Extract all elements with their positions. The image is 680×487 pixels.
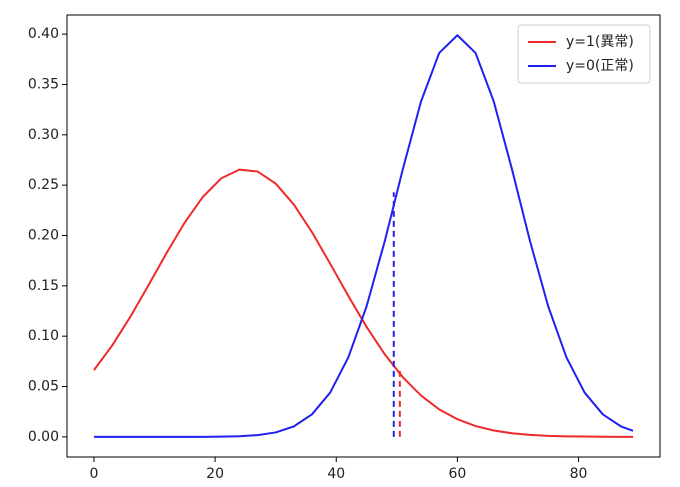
y-tick-label: 0.00	[28, 429, 59, 445]
x-tick-label: 20	[206, 466, 224, 482]
y-tick-label: 0.15	[28, 278, 59, 294]
legend-label: y=1(異常)	[566, 34, 634, 50]
y-tick-label: 0.20	[28, 227, 59, 243]
x-tick-label: 80	[570, 466, 588, 482]
y-tick-label: 0.25	[28, 177, 59, 193]
x-tick-label: 0	[89, 466, 98, 482]
y-tick-label: 0.10	[28, 328, 59, 344]
y-tick-label: 0.40	[28, 26, 59, 42]
y-tick-label: 0.30	[28, 127, 59, 143]
legend-label: y=0(正常)	[566, 58, 634, 74]
legend-box	[517, 24, 651, 84]
y-tick-label: 0.05	[28, 379, 59, 395]
x-tick-label: 60	[448, 466, 466, 482]
line-series	[93, 168, 634, 438]
x-tick-label: 40	[327, 466, 345, 482]
y-tick-label: 0.35	[28, 76, 59, 92]
line-series	[93, 34, 634, 438]
plot-frame	[66, 14, 661, 458]
legend: y=1(異常) y=0(正常)	[517, 24, 651, 84]
